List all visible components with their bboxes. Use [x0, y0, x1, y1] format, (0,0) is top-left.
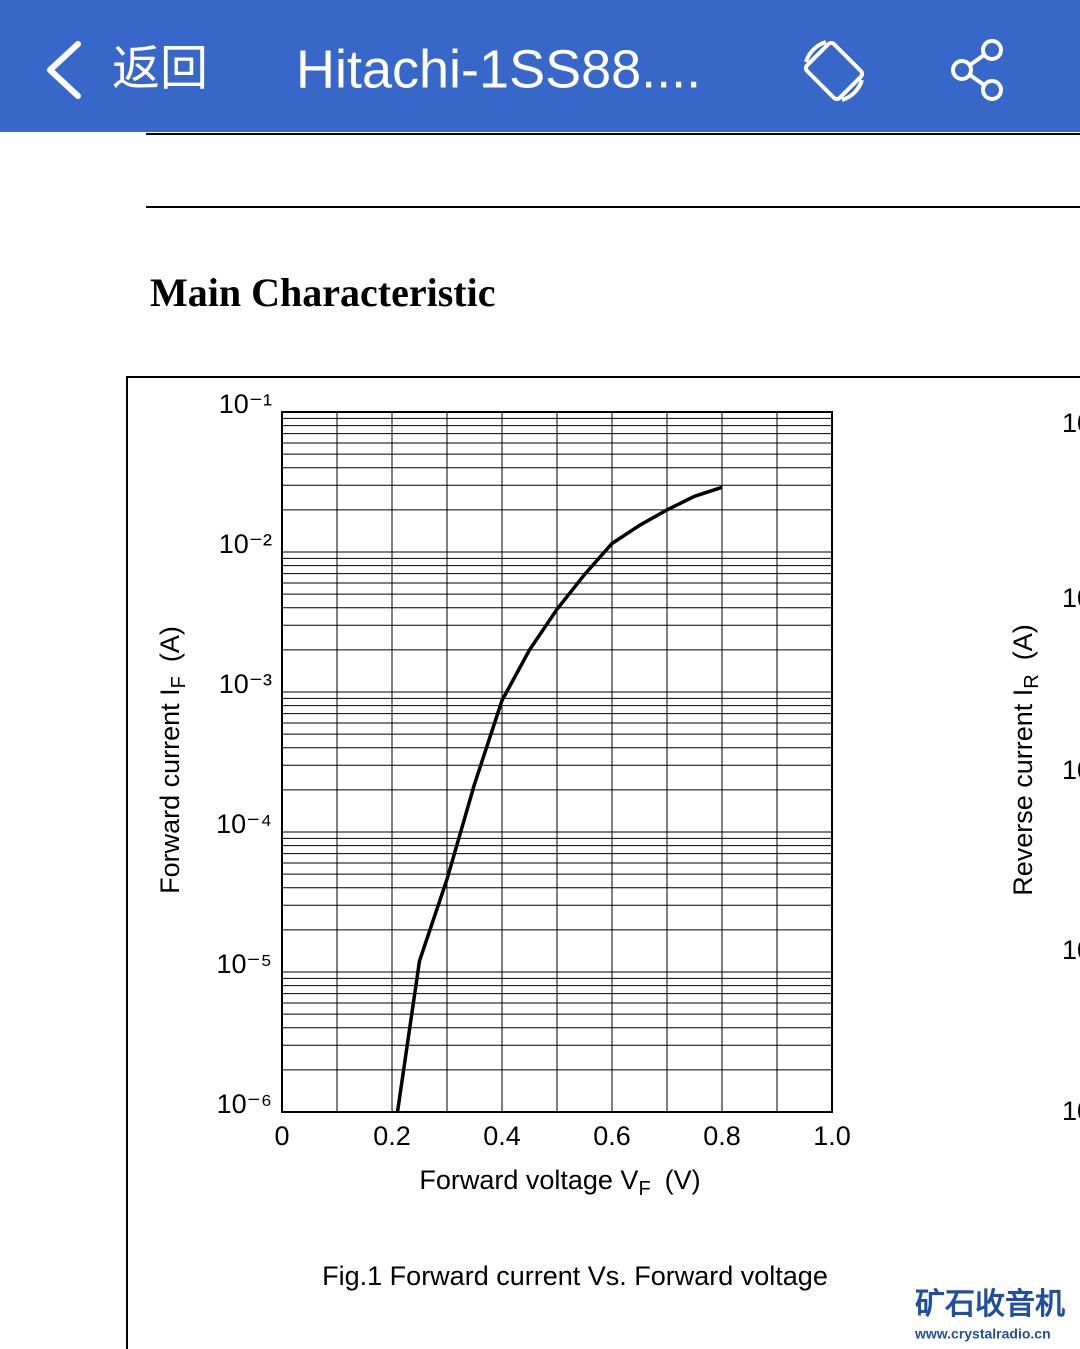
x-tick-label: 0.4: [483, 1121, 521, 1151]
y-tick-label: 10⁻³: [219, 669, 272, 699]
rotate-icon[interactable]: [803, 40, 865, 102]
figure-frame: [126, 376, 1080, 1349]
y-tick-label: 10⁻⁴: [216, 809, 272, 839]
x-axis-label: Forward voltage VF (V): [419, 1165, 700, 1200]
curve: [395, 485, 723, 1113]
x-tick-label: 0.2: [373, 1121, 411, 1151]
x-tick-label: 0.8: [703, 1121, 741, 1151]
back-icon[interactable]: [47, 41, 81, 99]
y-tick-label: 10⁻⁵: [217, 949, 272, 979]
doc-title: Hitachi-1SS88....: [296, 39, 701, 99]
watermark-url: www.crystalradio.cn: [914, 1326, 1051, 1342]
y-tick-label: 10⁻⁶: [217, 1089, 272, 1119]
y-tick-label: 10: [1062, 583, 1080, 613]
section-heading: Main Characteristic: [150, 270, 495, 315]
app-bar: [0, 0, 1080, 132]
y-axis-label: Forward current IF(A): [155, 626, 190, 894]
x-tick-label: 0: [274, 1121, 289, 1151]
y-tick-label: 10: [1062, 408, 1080, 438]
x-tick-label: 1.0: [813, 1121, 851, 1151]
plot-frame: [281, 411, 833, 1113]
y-tick-label: 10⁻²: [219, 529, 272, 559]
y-tick-label: 10: [1062, 755, 1080, 785]
back-label[interactable]: 返回: [112, 43, 208, 96]
watermark-name: 矿石收音机: [915, 1287, 1065, 1321]
x-tick-label: 0.6: [593, 1121, 631, 1151]
y-tick-label: 10⁻¹: [219, 389, 272, 419]
y-tick-label: 10: [1062, 1096, 1080, 1126]
y-tick-label: 10: [1062, 935, 1080, 965]
figure-caption: Fig.1 Forward current Vs. Forward voltag…: [322, 1261, 828, 1291]
y-axis-label: Reverse current IR(A): [1008, 624, 1043, 896]
share-icon[interactable]: [951, 39, 1003, 101]
